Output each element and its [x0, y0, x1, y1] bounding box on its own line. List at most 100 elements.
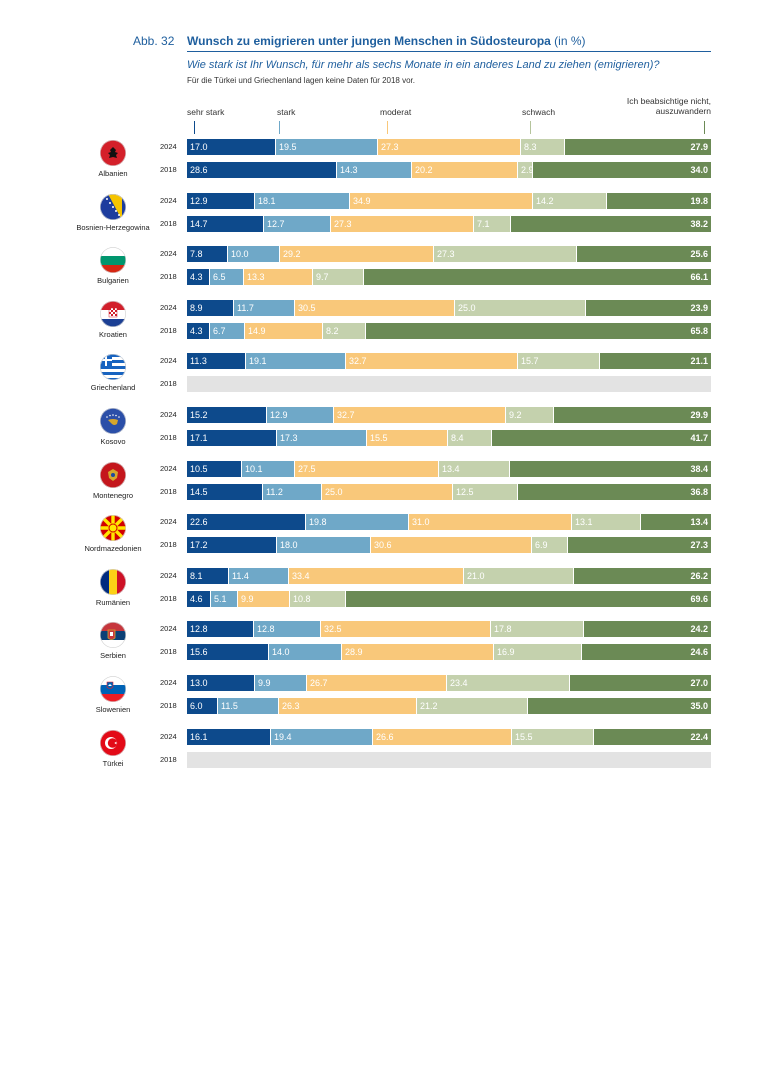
- year-label: 2024: [160, 302, 177, 312]
- bar-segment-nicht-auswandern: 21.1: [600, 353, 711, 370]
- bar-segment-stark: 18.1: [255, 192, 350, 209]
- bosnia-flag-icon: [100, 193, 126, 220]
- bar-row: 17.0 19.5 27.3 8.3 27.9: [187, 139, 711, 155]
- year-label: 2018: [160, 379, 177, 389]
- year-label: 2024: [160, 678, 177, 687]
- bar-segment-sehr-stark: 15.6: [187, 644, 269, 661]
- year-label: 2024: [160, 624, 177, 634]
- bar-segment-stark: 19.1: [246, 353, 346, 370]
- bar-row: 12.9 18.1 34.9 14.2 19.8: [187, 192, 711, 209]
- legend-tick-nicht-auswandern: [704, 121, 705, 134]
- country-label: Kroatien: [99, 329, 127, 339]
- bar-segment-stark: 12.7: [264, 215, 331, 232]
- bar-segment-stark: 6.5: [210, 269, 244, 286]
- chart-title-unit: (in %): [554, 34, 586, 48]
- bar-row: 4.3 6.5 13.3 9.7 66.1: [187, 269, 711, 286]
- country-label: Griechenland: [90, 383, 136, 393]
- bar-segment-stark: 19.4: [271, 728, 373, 745]
- legend-tick-moderat: [387, 121, 388, 134]
- bar-segment-sehr-stark: 8.9: [187, 299, 234, 316]
- bar-segment-sehr-stark: 14.7: [187, 215, 264, 232]
- bar-segment-sehr-stark: 10.5: [187, 460, 242, 477]
- bar-segment-schwach: 14.2: [533, 192, 607, 209]
- bar-segment-moderat: 27.3: [378, 139, 521, 155]
- legend-label-line2: auszuwandern: [655, 106, 711, 116]
- legend-label-line1: Ich beabsichtige nicht,: [626, 96, 711, 106]
- romania-flag-icon: [100, 568, 126, 595]
- bar-segment-stark: 10.0: [228, 246, 280, 263]
- bar-row: 15.6 14.0 28.9 16.9 24.6: [187, 644, 711, 661]
- bar-segment-stark: 19.5: [276, 139, 378, 155]
- bar-segment-schwach: 12.5: [453, 483, 518, 500]
- bar-segment-moderat: 34.9: [350, 192, 533, 209]
- bar-segment-moderat: 31.0: [409, 514, 572, 531]
- bar-segment-schwach: 8.2: [323, 322, 366, 339]
- year-label: 2024: [160, 410, 177, 419]
- bar-segment-sehr-stark: 11.3: [187, 353, 246, 370]
- bar-segment-schwach: 16.9: [494, 644, 582, 661]
- survey-question: Wie stark ist Ihr Wunsch, für mehr als s…: [187, 59, 660, 71]
- bar-row: 22.6 19.8 31.0 13.1 13.4: [187, 514, 711, 531]
- year-label: 2018: [160, 165, 177, 174]
- year-label: 2024: [160, 249, 177, 259]
- bar-segment-nicht-auswandern: 24.6: [582, 644, 711, 661]
- no-data-bar: [187, 376, 711, 393]
- north-macedonia-flag-icon: [100, 515, 126, 542]
- year-label: 2018: [160, 701, 177, 710]
- legend-label-stark: stark: [277, 107, 296, 117]
- bar-segment-schwach: 27.3: [434, 246, 577, 263]
- bar-segment-moderat: 26.6: [373, 728, 512, 745]
- bar-segment-schwach: 7.1: [474, 215, 511, 232]
- year-label: 2018: [160, 647, 177, 657]
- no-data-bar: [187, 751, 711, 768]
- bar-segment-moderat: 26.7: [307, 675, 447, 691]
- year-label: 2024: [160, 356, 177, 366]
- bar-row: 8.9 11.7 30.5 25.0 23.9: [187, 299, 711, 316]
- bar-segment-nicht-auswandern: 41.7: [492, 430, 711, 446]
- country-label: Türkei: [102, 758, 124, 768]
- country-label: Slowenien: [95, 705, 131, 714]
- year-label: 2024: [160, 570, 177, 580]
- bar-segment-stark: 17.3: [277, 430, 367, 446]
- bar-segment-nicht-auswandern: 26.2: [574, 567, 711, 584]
- bar-segment-nicht-auswandern: 65.8: [366, 322, 711, 339]
- bar-row: 12.8 12.8 32.5 17.8 24.2: [187, 621, 711, 638]
- bar-segment-sehr-stark: 4.6: [187, 590, 211, 607]
- bar-row: 11.3 19.1 32.7 15.7 21.1: [187, 353, 711, 370]
- year-label: 2018: [160, 272, 177, 282]
- bar-segment-nicht-auswandern: 36.8: [518, 483, 711, 500]
- legend-label-moderat: moderat: [380, 107, 412, 117]
- bar-segment-nicht-auswandern: 27.9: [565, 139, 711, 155]
- bar-row: 8.1 11.4 33.4 21.0 26.2: [187, 567, 711, 584]
- bar-segment-schwach: 8.4: [448, 430, 492, 446]
- bar-segment-schwach: 2.9: [518, 162, 533, 178]
- bar-segment-schwach: 13.1: [572, 514, 641, 531]
- bar-segment-schwach: 13.4: [439, 460, 510, 477]
- bar-segment-moderat: 15.5: [367, 430, 448, 446]
- bar-segment-nicht-auswandern: 38.2: [511, 215, 711, 232]
- bar-row: 17.1 17.3 15.5 8.4 41.7: [187, 430, 711, 446]
- bar-row: 14.7 12.7 27.3 7.1 38.2: [187, 215, 711, 232]
- bar-segment-sehr-stark: 17.0: [187, 139, 276, 155]
- bar-segment-sehr-stark: 4.3: [187, 269, 210, 286]
- bar-segment-stark: 6.7: [210, 322, 245, 339]
- bar-segment-sehr-stark: 22.6: [187, 514, 306, 531]
- bar-segment-moderat: 33.4: [289, 567, 464, 584]
- bar-segment-nicht-auswandern: 38.4: [510, 460, 711, 477]
- legend-tick-sehr-stark: [194, 121, 195, 134]
- country-label: Kosovo: [100, 437, 126, 446]
- legend-label-nicht-auswandern: Ich beabsichtige nicht, auszuwandern: [627, 96, 711, 116]
- bar-segment-schwach: 25.0: [455, 299, 586, 316]
- bar-segment-sehr-stark: 17.2: [187, 537, 277, 554]
- chart-title-text: Wunsch zu emigrieren unter jungen Mensch…: [187, 34, 551, 48]
- bar-segment-sehr-stark: 12.8: [187, 621, 254, 638]
- country-label: Montenegro: [92, 490, 134, 500]
- country-label: Nordmazedonien: [84, 544, 142, 554]
- bar-segment-moderat: 28.9: [342, 644, 494, 661]
- bar-segment-moderat: 29.2: [280, 246, 434, 263]
- year-label: 2024: [160, 142, 177, 151]
- bar-row: 15.2 12.9 32.7 9.2 29.9: [187, 407, 711, 423]
- year-label: 2018: [160, 486, 177, 496]
- bar-segment-nicht-auswandern: 24.2: [584, 621, 711, 638]
- bar-segment-stark: 18.0: [277, 537, 371, 554]
